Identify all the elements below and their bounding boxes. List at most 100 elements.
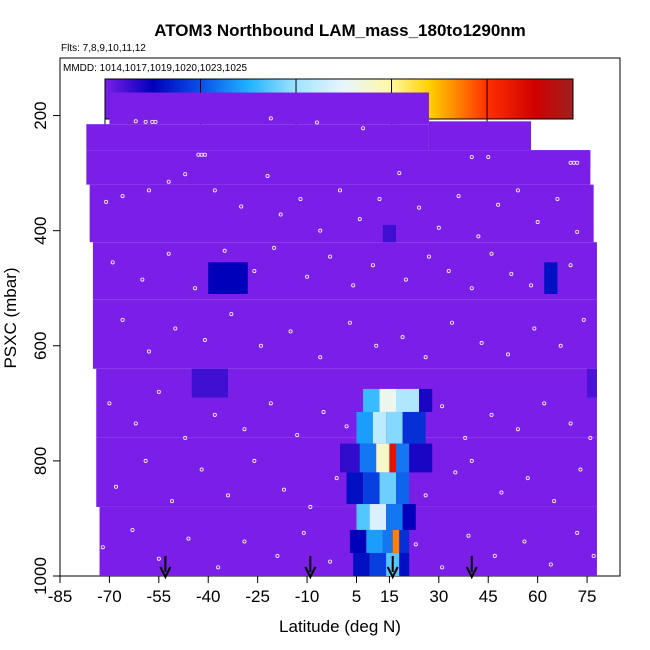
x-tick-label: -85 bbox=[48, 587, 73, 606]
sample-point bbox=[193, 286, 198, 291]
heatmap-cell bbox=[349, 529, 367, 553]
heatmap-cell bbox=[402, 411, 426, 444]
sample-point bbox=[318, 228, 323, 233]
sample-point bbox=[156, 389, 161, 394]
sample-point bbox=[202, 338, 207, 343]
sample-point bbox=[328, 559, 333, 564]
sample-point bbox=[377, 197, 382, 202]
heatmap-cell bbox=[544, 262, 558, 294]
sample-point bbox=[100, 545, 105, 550]
sample-point bbox=[522, 539, 527, 544]
sample-point bbox=[265, 173, 270, 178]
sample-point bbox=[301, 530, 306, 535]
heatmap-cell bbox=[382, 529, 393, 553]
sample-point bbox=[469, 154, 474, 159]
sample-point bbox=[479, 340, 484, 345]
sample-point bbox=[239, 204, 244, 209]
x-tick-label: 5 bbox=[352, 587, 361, 606]
sample-point bbox=[351, 283, 356, 288]
sample-point bbox=[133, 119, 138, 124]
sample-point bbox=[272, 245, 277, 250]
x-tick-label: 45 bbox=[479, 587, 498, 606]
heatmap-cell bbox=[191, 368, 228, 398]
sample-point bbox=[370, 263, 375, 268]
heatmap-cell bbox=[379, 388, 396, 412]
sample-point bbox=[133, 421, 138, 426]
coverage-area bbox=[86, 92, 597, 576]
heatmap-cell bbox=[379, 472, 396, 505]
arrow-marker bbox=[304, 556, 317, 580]
sample-point bbox=[258, 343, 263, 348]
sample-point bbox=[281, 487, 286, 492]
heatmap-cell bbox=[399, 529, 410, 553]
heatmap-cell bbox=[396, 443, 410, 473]
sample-point bbox=[489, 251, 494, 256]
sample-point bbox=[225, 493, 230, 498]
sample-point bbox=[548, 562, 553, 567]
sample-point bbox=[436, 225, 441, 230]
x-tick-label: -55 bbox=[147, 587, 172, 606]
sample-point bbox=[288, 329, 293, 334]
sample-point bbox=[252, 268, 257, 273]
coverage-cell bbox=[86, 150, 591, 185]
chart-title: ATOM3 Northbound LAM_mass_180to1290nm bbox=[154, 21, 526, 40]
sample-point bbox=[568, 421, 573, 426]
sample-point bbox=[469, 458, 474, 463]
sample-point bbox=[449, 320, 454, 325]
sample-point bbox=[166, 251, 171, 256]
sample-point bbox=[146, 188, 151, 193]
sample-point bbox=[558, 343, 563, 348]
sample-point bbox=[305, 274, 310, 279]
sample-point bbox=[555, 197, 560, 202]
sample-point bbox=[426, 254, 431, 259]
sample-point bbox=[328, 254, 333, 259]
heatmap-cell bbox=[382, 224, 396, 243]
sample-point bbox=[423, 355, 428, 360]
sample-point bbox=[361, 126, 366, 131]
heatmap-cell bbox=[366, 529, 383, 553]
sample-point bbox=[403, 277, 408, 282]
sample-point bbox=[321, 409, 326, 414]
x-tick-label: -25 bbox=[245, 587, 270, 606]
heatmap-cell bbox=[356, 504, 370, 530]
sample-point bbox=[525, 476, 530, 481]
sample-point bbox=[130, 527, 135, 532]
sample-point bbox=[173, 326, 178, 331]
sample-point bbox=[542, 401, 547, 406]
sample-point bbox=[463, 435, 468, 440]
sample-point bbox=[532, 326, 537, 331]
x-tick-label: 75 bbox=[578, 587, 597, 606]
sample-point bbox=[496, 202, 501, 207]
heatmap-cell bbox=[386, 504, 403, 530]
sample-point bbox=[278, 212, 283, 217]
sample-point bbox=[423, 493, 428, 498]
heatmap-cell bbox=[372, 411, 387, 444]
sample-point bbox=[146, 349, 151, 354]
sample-point bbox=[110, 260, 115, 265]
heatmap-cell bbox=[359, 443, 377, 473]
sample-point bbox=[298, 197, 303, 202]
sample-point bbox=[486, 154, 491, 159]
x-tick-label: 15 bbox=[380, 587, 399, 606]
sample-point bbox=[440, 404, 445, 409]
heatmap-cell bbox=[376, 443, 390, 473]
y-tick-label: 800 bbox=[31, 447, 50, 475]
heatmap-cell bbox=[587, 368, 597, 398]
sample-point bbox=[169, 499, 174, 504]
sample-point bbox=[107, 401, 112, 406]
coverage-cell bbox=[92, 242, 597, 300]
sample-point bbox=[515, 427, 520, 432]
sample-point bbox=[120, 317, 125, 322]
heatmap-cells bbox=[191, 224, 597, 576]
sample-point bbox=[453, 470, 458, 475]
heatmap-cell bbox=[346, 472, 364, 505]
arrow-markers bbox=[159, 556, 478, 580]
sample-point bbox=[242, 427, 247, 432]
x-tick-label: 30 bbox=[429, 587, 448, 606]
y-tick-label: 600 bbox=[31, 332, 50, 360]
sample-point bbox=[314, 120, 319, 125]
sample-point bbox=[229, 312, 234, 317]
sample-point bbox=[575, 530, 580, 535]
sample-point bbox=[529, 283, 534, 288]
sample-point bbox=[413, 542, 418, 547]
